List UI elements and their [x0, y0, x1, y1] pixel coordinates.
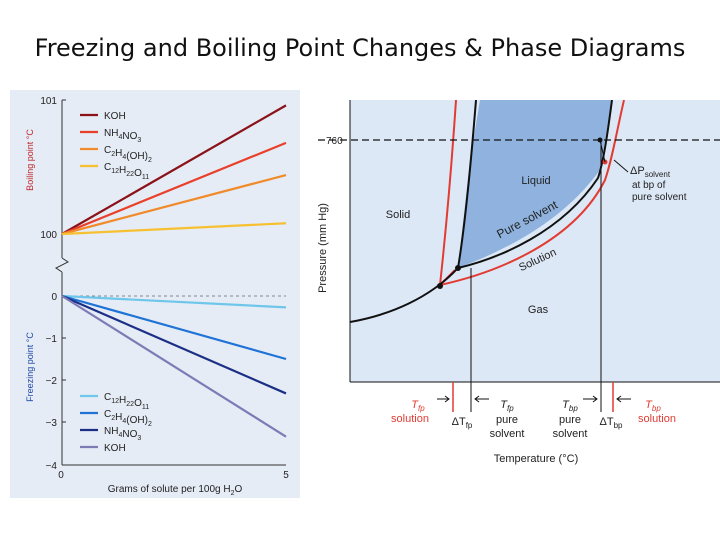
freezing-line-nh4no3: [61, 294, 287, 395]
boiling-ylabel: Boiling point °C: [25, 129, 35, 191]
delta-p-pointer: [613, 159, 629, 173]
ytick-label-101: 101: [40, 96, 57, 107]
annotation-arrows: [437, 395, 631, 403]
slide-title: Freezing and Boiling Point Changes & Pha…: [34, 34, 686, 62]
tfp-pure-line1: pure: [496, 414, 518, 426]
axis-break: [55, 257, 69, 273]
delta-tfp-label: ΔTfp: [452, 416, 473, 430]
ytick-label-m4: −4: [46, 461, 58, 472]
pure-triple-point: [455, 265, 461, 271]
solid-region-label: Solid: [386, 209, 410, 221]
freezing-legend-label-3: KOH: [104, 443, 126, 454]
pure-vapor-curve: [457, 100, 613, 269]
ytick-label-m1: −1: [46, 334, 58, 345]
delta-p-line2: pure solvent: [632, 192, 687, 203]
delta-tbp-label: ΔTbp: [600, 416, 624, 430]
pd-ylabel: Pressure (mm Hg): [317, 203, 329, 293]
boiling-legend-label-2: C2H4(OH)2: [104, 145, 152, 164]
tbp-pure-line1: pure: [559, 414, 581, 426]
gas-region-label: Gas: [528, 304, 549, 316]
delta-p-line1: at bp of: [632, 180, 666, 191]
freezing-legend-label-2: NH4NO3: [104, 426, 141, 442]
liquid-region-label: Liquid: [521, 175, 550, 187]
freezing-ylabel: Freezing point °C: [25, 332, 35, 402]
tfp-solution-text: solution: [391, 413, 429, 425]
tfp-solution-label: Tfp: [411, 399, 425, 413]
ytick-label-0: 0: [51, 292, 57, 303]
tbp-pure-line2: solvent: [553, 428, 588, 440]
freezing-legend-label-1: C2H4(OH)2: [104, 409, 152, 428]
freezing-legend-label-0: C12H22O11: [104, 392, 149, 411]
freezing-line-c2h4oh2: [61, 294, 287, 361]
boiling-series-group: [61, 104, 287, 236]
tbp-pure-label: Tbp: [562, 399, 578, 413]
boiling-line-nh4no3: [61, 141, 287, 236]
pd-xlabel: Temperature (°C): [494, 453, 578, 465]
tbp-solution-text: solution: [638, 413, 676, 425]
freezing-series-group: [61, 294, 287, 438]
tfp-pure-label: Tfp: [500, 399, 514, 413]
boiling-line-c2h4oh2: [61, 173, 287, 236]
x-axis-label: Grams of solute per 100g H2O: [108, 484, 243, 497]
boiling-line-koh: [61, 104, 287, 235]
delta-p-label: ΔPsolvent: [630, 165, 671, 179]
boiling-legend-label-1: NH4NO3: [104, 128, 141, 144]
boiling-legend-label-0: KOH: [104, 111, 126, 122]
solution-melting-curve: [439, 100, 457, 286]
xtick-label-5: 5: [283, 470, 289, 481]
freezing-line-c12h22o11: [61, 294, 287, 309]
ytick-label-m3: −3: [46, 418, 58, 429]
tbp-solution-label: Tbp: [645, 399, 661, 413]
pure-sublimation-curve: [350, 267, 459, 323]
freezing-line-koh: [61, 295, 287, 438]
tfp-pure-line2: solvent: [490, 428, 525, 440]
ytick-label-100: 100: [40, 230, 57, 241]
ytick-label-m2: −2: [46, 376, 58, 387]
pressure-760-label: 760: [326, 136, 343, 147]
solution-vapor-curve: [439, 100, 625, 286]
solution-triple-point: [437, 283, 443, 289]
boiling-line-c12h22o11: [61, 222, 287, 236]
boiling-legend-label-3: C12H22O11: [104, 162, 149, 181]
liquid-region: [458, 100, 612, 268]
phase-diagram-plot: [350, 100, 720, 382]
xtick-label-0: 0: [58, 470, 64, 481]
pure-melting-curve: [457, 100, 477, 269]
